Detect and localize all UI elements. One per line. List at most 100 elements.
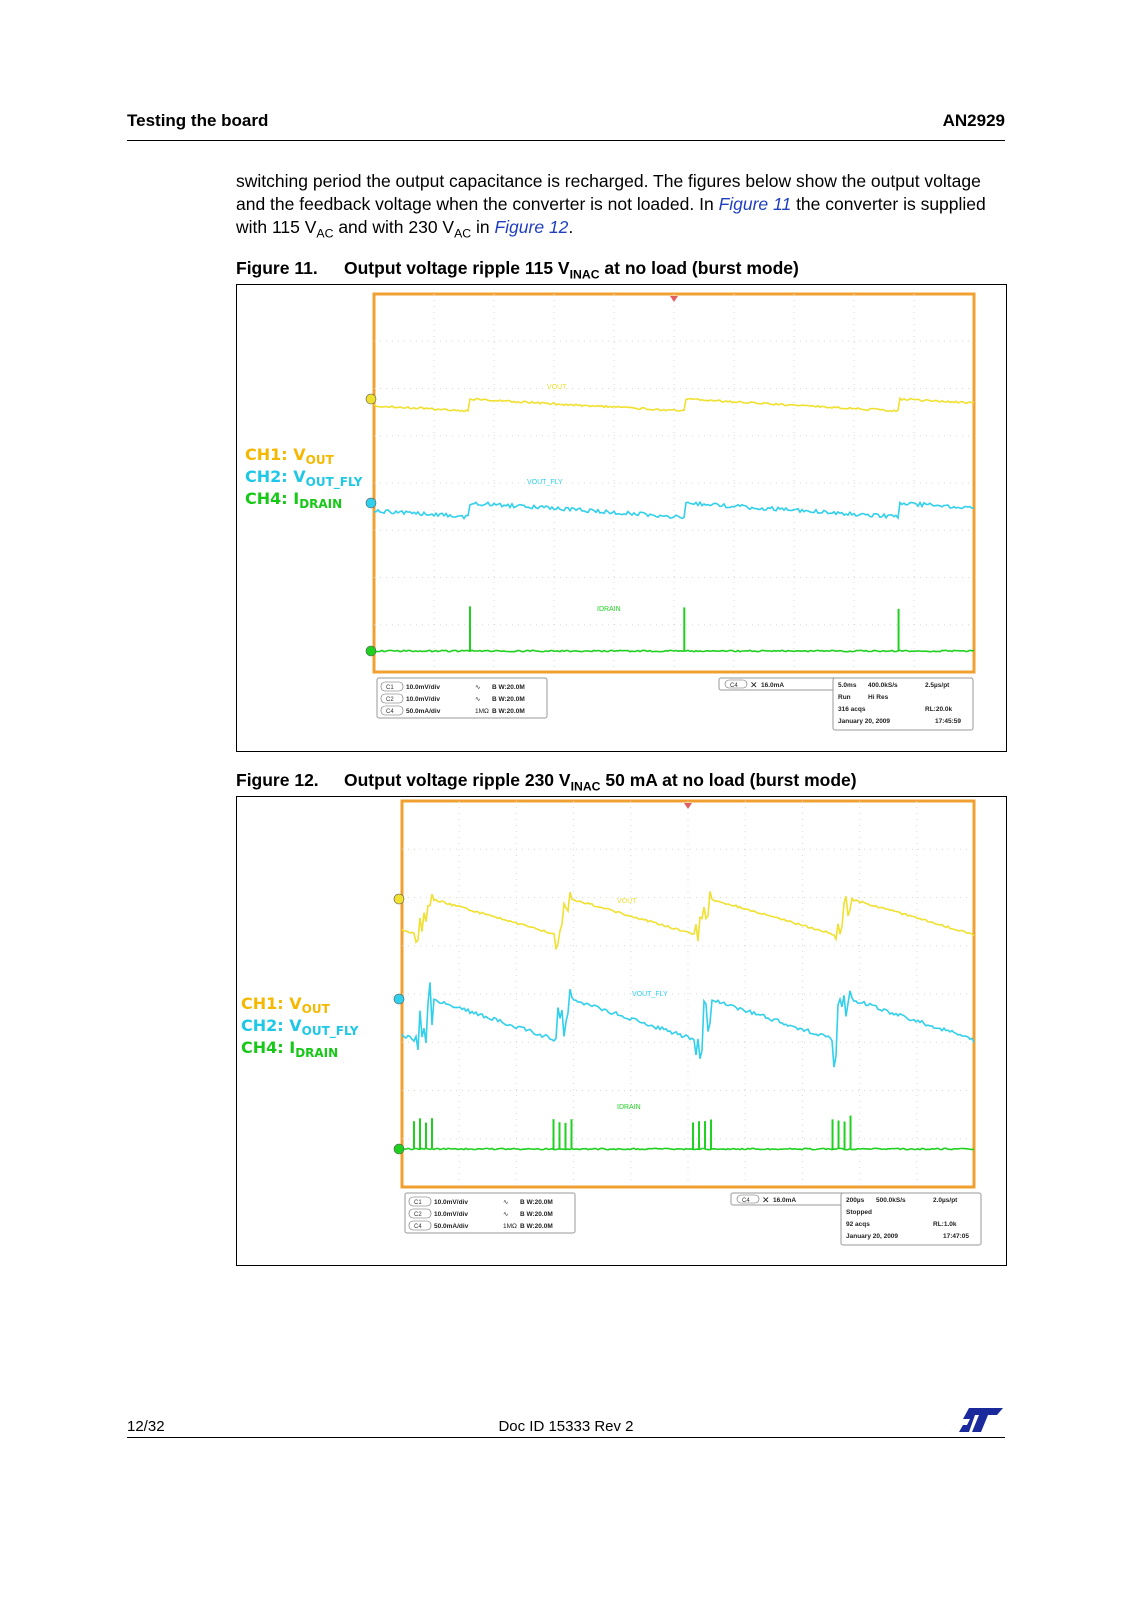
acquisition-value: Hi Res [868,694,889,701]
channel-readout-panel [376,677,548,719]
acquisition-readout-panel [832,677,974,731]
acquisition-value: 5.0ms [838,682,857,689]
ch2-ground-marker-icon [365,497,377,509]
acquisition-value: 17:45:59 [935,718,961,725]
figure-title: Output voltage ripple 115 V [344,258,570,278]
legend-entry: CH4: IDRAIN [245,489,342,511]
channel-badge [380,705,404,716]
legend-prefix: CH1: V [241,994,302,1013]
channel-id: C2 [386,697,394,703]
legend-entry: CH1: VOUT [245,445,335,467]
channel-scale: 50.0mA/div [406,708,441,715]
running-header-doc-code: AN2929 [942,111,1005,130]
acquisition-value: 2.0µs/pt [933,1197,958,1204]
legend-subscript: OUT [302,1002,331,1016]
legend-entry: CH2: VOUT_FLY [241,1016,359,1039]
acquisition-value: Stopped [846,1209,872,1216]
trigger-position-icon [684,803,692,809]
acquisition-value: RL:20.0k [925,706,952,713]
header-divider [127,140,1005,141]
channel-id: C1 [414,1200,422,1206]
trigger-level: 16.0mA [761,682,784,689]
channel-bandwidth: B W:20.0M [492,696,525,703]
figure-12-link[interactable]: Figure 12 [494,217,569,237]
ch1-trace-label: VOUT [547,384,567,391]
subscript: AC [316,226,334,241]
acquisition-value: Run [838,694,851,701]
paragraph-text: the converter is supplied with 115 V [236,194,986,237]
acquisition-value: 17:47:05 [943,1233,969,1240]
channel-id: C2 [414,1212,422,1218]
legend-subscript: DRAIN [299,497,342,511]
channel-id: C4 [414,1224,422,1230]
figure-number: Figure 12. [236,770,319,790]
figure-11-frame: VOUT VOUT_FLY IDRAIN CH1: VOUT CH2: VOUT_FLY… [236,284,1007,752]
ch1-trace [401,891,975,950]
acquisition-value: January 20, 2009 [846,1233,898,1240]
legend-prefix: CH2: V [241,1016,302,1035]
ch4-ground-marker-icon [393,1143,405,1155]
figure-title: at no load (burst mode) [599,258,799,278]
legend-entry: CH2: VOUT_FLY [245,467,363,490]
figure-12-frame: VOUT VOUT_FLY IDRAIN CH1: VOUT CH2: VOUT_FLY… [236,796,1007,1266]
legend-prefix: CH4: I [241,1038,295,1057]
channel-scale: 50.0mA/div [434,1223,469,1230]
ch1-ground-marker-icon [393,893,405,905]
body-paragraph: switching period the output capacitance … [236,170,996,246]
figure-11-link[interactable]: Figure 11 [718,194,792,214]
ch2-trace-label: VOUT_FLY [632,991,668,998]
ch4-trace-label: IDRAIN [597,606,621,613]
trigger-position-icon [670,296,678,302]
channel-badge [408,1208,432,1219]
figure-title: 50 mA at no load (burst mode) [600,770,857,790]
ch1-trace-label: VOUT [617,898,637,905]
channel-coupling: 1MΩ [503,1223,517,1230]
channel-bandwidth: B W:20.0M [492,684,525,691]
ch1-ground-marker-icon [365,393,377,405]
ch2-trace-label: VOUT_FLY [527,479,563,486]
trigger-channel: C4 [730,683,738,689]
channel-coupling: ∿ [503,1211,509,1218]
ch2-trace [373,500,975,521]
channel-bandwidth: B W:20.0M [492,708,525,715]
channel-badge [408,1196,432,1207]
legend-subscript: OUT_FLY [306,475,363,490]
channel-bandwidth: B W:20.0M [520,1199,553,1206]
acquisition-value: 500.0kS/s [876,1197,906,1204]
trigger-channel: C4 [742,1198,750,1204]
legend-prefix: CH2: V [245,467,306,486]
subscript: AC [454,226,472,241]
channel-badge [380,681,404,692]
legend-prefix: CH1: V [245,445,306,464]
running-header-section: Testing the board [127,111,269,130]
figure-title-subscript: INAC [569,267,600,282]
ch2-trace [401,982,975,1068]
acquisition-value: January 20, 2009 [838,718,890,725]
channel-badge [408,1220,432,1231]
channel-readout-panel [404,1192,576,1234]
acquisition-readout-panel [840,1192,982,1246]
ch1-trace [373,396,975,413]
channel-badge [724,679,748,689]
figure-11-caption: Figure 11. Output voltage ripple 115 VINA… [236,258,799,282]
ch2-ground-marker-icon [393,993,405,1005]
channel-badge [736,1194,760,1204]
footer-divider [127,1437,1005,1438]
legend-subscript: DRAIN [295,1046,338,1060]
acquisition-value: 92 acqs [846,1221,870,1228]
channel-scale: 10.0mV/div [406,696,440,703]
ch4-trace [374,649,975,653]
paragraph-text: and with 230 V [333,217,455,237]
figure-title: Output voltage ripple 230 V [344,770,571,790]
legend-subscript: OUT_FLY [302,1024,359,1039]
ch4-trace [401,1147,975,1151]
legend-entry: CH1: VOUT [241,994,331,1016]
ch4-trace-label: IDRAIN [617,1104,641,1111]
page-number: 12/32 [127,1418,165,1435]
channel-coupling: ∿ [475,696,481,703]
legend-subscript: OUT [306,453,335,467]
channel-scale: 10.0mV/div [434,1199,468,1206]
trigger-edge-icon: ✕ [762,1195,770,1205]
